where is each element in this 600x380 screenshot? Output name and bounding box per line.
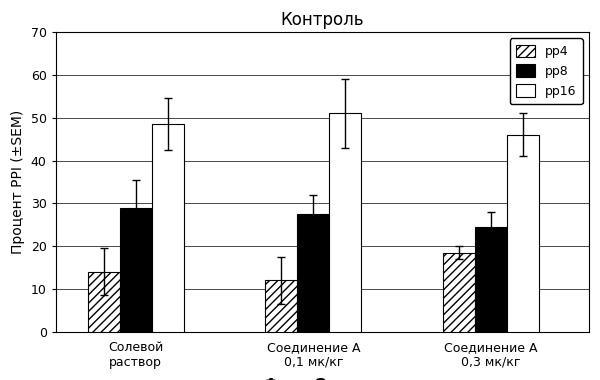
Legend: pp4, pp8, pp16: pp4, pp8, pp16: [510, 38, 583, 104]
Bar: [298, 214, 329, 332]
Bar: [443, 253, 475, 332]
Title: Контроль: Контроль: [281, 11, 364, 29]
Bar: [119, 207, 152, 332]
Bar: [88, 272, 119, 332]
Bar: [329, 114, 361, 332]
Y-axis label: Процент PPI (±SEM): Процент PPI (±SEM): [11, 110, 25, 254]
Bar: [265, 280, 298, 332]
Bar: [507, 135, 539, 332]
Bar: [152, 124, 184, 332]
Text: Фиг. 2а: Фиг. 2а: [261, 377, 339, 380]
Bar: [475, 227, 507, 332]
